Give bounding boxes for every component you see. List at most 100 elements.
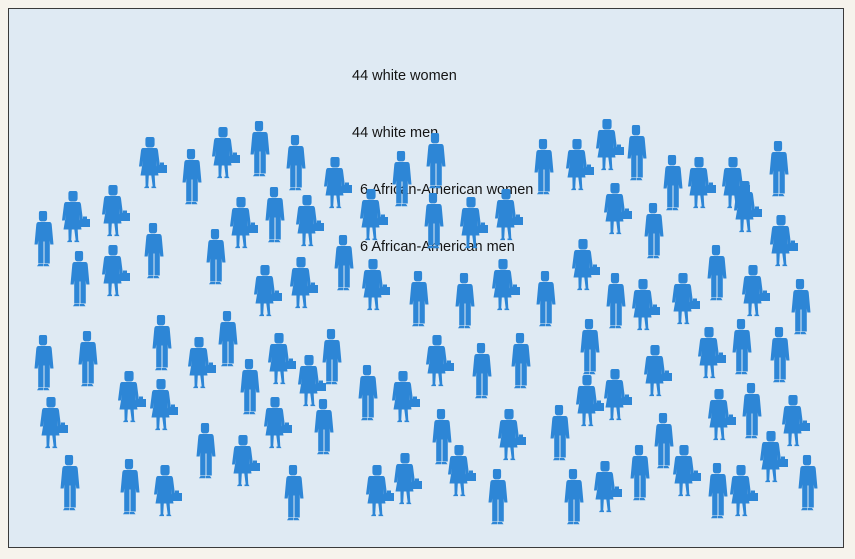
man-figure-icon bbox=[644, 203, 664, 259]
man-figure-icon bbox=[432, 409, 452, 465]
woman-figure-icon bbox=[139, 137, 167, 189]
woman-figure-icon bbox=[324, 157, 352, 209]
man-figure-icon bbox=[455, 273, 475, 329]
man-figure-icon bbox=[654, 413, 674, 469]
man-figure-icon bbox=[78, 331, 98, 387]
woman-figure-icon bbox=[102, 185, 130, 237]
man-figure-icon bbox=[196, 423, 216, 479]
woman-figure-icon bbox=[448, 445, 476, 497]
woman-figure-icon bbox=[722, 157, 750, 209]
man-figure-icon bbox=[606, 273, 626, 329]
man-figure-icon bbox=[627, 125, 647, 181]
man-figure-icon bbox=[34, 211, 54, 267]
woman-figure-icon bbox=[596, 119, 624, 171]
woman-figure-icon bbox=[188, 337, 216, 389]
woman-figure-icon bbox=[394, 453, 422, 505]
woman-figure-icon bbox=[742, 265, 770, 317]
man-figure-icon bbox=[70, 251, 90, 307]
man-figure-icon bbox=[218, 311, 238, 367]
man-figure-icon bbox=[322, 329, 342, 385]
woman-figure-icon bbox=[426, 335, 454, 387]
man-figure-icon bbox=[314, 399, 334, 455]
man-figure-icon bbox=[708, 463, 728, 519]
man-figure-icon bbox=[426, 133, 446, 189]
man-figure-icon bbox=[791, 279, 811, 335]
man-figure-icon bbox=[60, 455, 80, 511]
man-figure-icon bbox=[424, 193, 444, 249]
man-figure-icon bbox=[34, 335, 54, 391]
legend-item-african-american-men: 6 African-American men bbox=[352, 239, 515, 255]
man-figure-icon bbox=[392, 151, 412, 207]
woman-figure-icon bbox=[460, 197, 488, 249]
man-figure-icon bbox=[286, 135, 306, 191]
woman-figure-icon bbox=[604, 369, 632, 421]
man-figure-icon bbox=[630, 445, 650, 501]
woman-figure-icon bbox=[492, 259, 520, 311]
woman-figure-icon bbox=[632, 279, 660, 331]
woman-figure-icon bbox=[392, 371, 420, 423]
man-figure-icon bbox=[265, 187, 285, 243]
woman-figure-icon bbox=[264, 397, 292, 449]
man-figure-icon bbox=[152, 315, 172, 371]
woman-figure-icon bbox=[576, 375, 604, 427]
woman-figure-icon bbox=[268, 333, 296, 385]
woman-figure-icon bbox=[102, 245, 130, 297]
woman-figure-icon bbox=[212, 127, 240, 179]
diagram-panel: 44 white women 44 white men 6 African-Am… bbox=[8, 8, 844, 548]
woman-figure-icon bbox=[366, 465, 394, 517]
woman-figure-icon bbox=[734, 181, 762, 233]
man-figure-icon bbox=[732, 319, 752, 375]
woman-figure-icon bbox=[40, 397, 68, 449]
man-figure-icon bbox=[240, 359, 260, 415]
man-figure-icon bbox=[550, 405, 570, 461]
woman-figure-icon bbox=[708, 389, 736, 441]
man-figure-icon bbox=[707, 245, 727, 301]
woman-figure-icon bbox=[673, 445, 701, 497]
man-figure-icon bbox=[798, 455, 818, 511]
man-figure-icon bbox=[284, 465, 304, 521]
man-figure-icon bbox=[564, 469, 584, 525]
woman-figure-icon bbox=[644, 345, 672, 397]
woman-figure-icon bbox=[290, 257, 318, 309]
woman-figure-icon bbox=[498, 409, 526, 461]
man-figure-icon bbox=[534, 139, 554, 195]
woman-figure-icon bbox=[62, 191, 90, 243]
man-figure-icon bbox=[536, 271, 556, 327]
woman-figure-icon bbox=[296, 195, 324, 247]
man-figure-icon bbox=[663, 155, 683, 211]
woman-figure-icon bbox=[730, 465, 758, 517]
woman-figure-icon bbox=[360, 189, 388, 241]
woman-figure-icon bbox=[298, 355, 326, 407]
woman-figure-icon bbox=[362, 259, 390, 311]
woman-figure-icon bbox=[688, 157, 716, 209]
man-figure-icon bbox=[488, 469, 508, 525]
woman-figure-icon bbox=[154, 465, 182, 517]
man-figure-icon bbox=[182, 149, 202, 205]
woman-figure-icon bbox=[594, 461, 622, 513]
man-figure-icon bbox=[250, 121, 270, 177]
man-figure-icon bbox=[206, 229, 226, 285]
woman-figure-icon bbox=[572, 239, 600, 291]
man-figure-icon bbox=[334, 235, 354, 291]
woman-figure-icon bbox=[254, 265, 282, 317]
man-figure-icon bbox=[511, 333, 531, 389]
man-figure-icon bbox=[770, 327, 790, 383]
man-figure-icon bbox=[472, 343, 492, 399]
man-figure-icon bbox=[358, 365, 378, 421]
man-figure-icon bbox=[769, 141, 789, 197]
woman-figure-icon bbox=[672, 273, 700, 325]
woman-figure-icon bbox=[566, 139, 594, 191]
woman-figure-icon bbox=[118, 371, 146, 423]
man-figure-icon bbox=[409, 271, 429, 327]
legend-item-white-women: 44 white women bbox=[352, 68, 457, 84]
crowd-of-people bbox=[34, 119, 818, 525]
woman-figure-icon bbox=[230, 197, 258, 249]
woman-figure-icon bbox=[782, 395, 810, 447]
woman-figure-icon bbox=[604, 183, 632, 235]
man-figure-icon bbox=[120, 459, 140, 515]
woman-figure-icon bbox=[770, 215, 798, 267]
woman-figure-icon bbox=[760, 431, 788, 483]
legend: 44 white women 44 white men 6 African-Am… bbox=[352, 29, 533, 295]
man-figure-icon bbox=[580, 319, 600, 375]
woman-figure-icon bbox=[150, 379, 178, 431]
